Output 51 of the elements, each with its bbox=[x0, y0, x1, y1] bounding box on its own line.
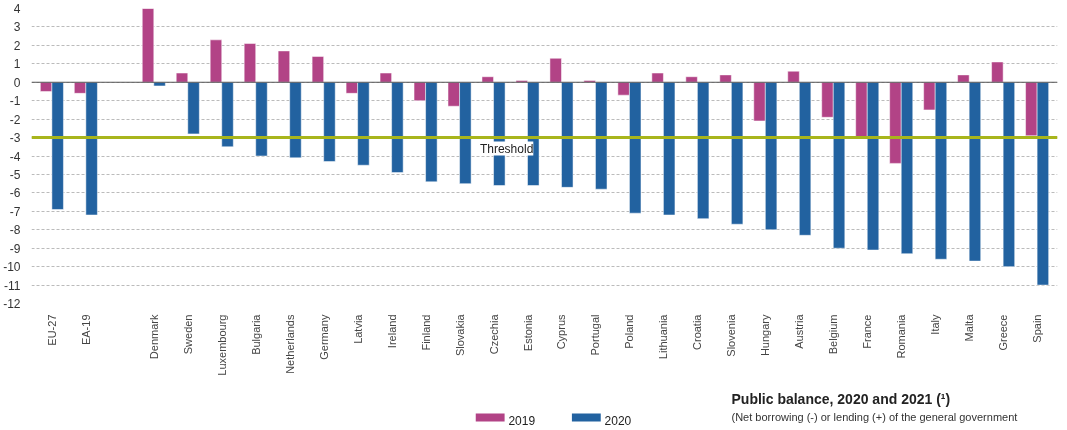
y-tick-label: -2 bbox=[9, 112, 21, 127]
x-tick-label: Romania bbox=[895, 313, 908, 359]
x-tick-label: Czechia bbox=[487, 313, 500, 355]
y-tick-label: 0 bbox=[13, 75, 21, 90]
x-tick-label: Belgium bbox=[827, 314, 840, 355]
x-tick-label: Spain bbox=[1031, 314, 1044, 343]
y-tick-label: -12 bbox=[3, 297, 21, 311]
legend-label: 2019 bbox=[508, 413, 536, 428]
x-tick-label: Ireland bbox=[385, 314, 398, 349]
y-tick-label: 3 bbox=[13, 20, 21, 35]
text: (Net borrowing (-) or lending (+) of the general government bbox=[731, 410, 1018, 423]
y-tick-label: -7 bbox=[9, 204, 21, 219]
x-tick-label: Hungary bbox=[759, 314, 772, 357]
y-tick-label: -10 bbox=[3, 260, 21, 275]
y-tick-label: -9 bbox=[9, 241, 21, 256]
y-tick-label: -11 bbox=[4, 278, 21, 293]
y-tick-label: -5 bbox=[9, 167, 21, 182]
x-tick-label: Finland bbox=[419, 314, 432, 351]
y-tick-label: -6 bbox=[9, 186, 21, 201]
x-tick-label: Slovenia bbox=[725, 313, 738, 357]
y-tick-label: -3 bbox=[9, 131, 21, 146]
y-tick-label: 2 bbox=[13, 38, 21, 53]
text: Public balance, 2020 and 2021 (¹) bbox=[731, 390, 951, 407]
y-tick-label: 1 bbox=[13, 57, 21, 72]
x-tick-label: EU-27 bbox=[45, 314, 58, 346]
x-tick-label: Greece bbox=[997, 314, 1010, 351]
x-tick-label: EA-19 bbox=[79, 314, 92, 346]
x-tick-label: Malta bbox=[963, 313, 976, 342]
x-tick-label: Austria bbox=[793, 313, 806, 349]
ref-line-label: Threshold bbox=[479, 141, 534, 156]
x-tick-label: France bbox=[861, 314, 874, 349]
x-tick-label: Netherlands bbox=[283, 314, 296, 374]
x-tick-label: Estonia bbox=[521, 313, 534, 352]
x-tick-label: Luxembourg bbox=[215, 314, 228, 376]
x-tick-label: Cyprus bbox=[555, 314, 568, 350]
x-tick-label: Slovakia bbox=[453, 313, 466, 357]
x-tick-label: Germany bbox=[317, 314, 330, 360]
y-tick-label: -8 bbox=[9, 223, 21, 238]
y-tick-label: -4 bbox=[9, 149, 21, 164]
y-tick-label: -1 bbox=[9, 94, 21, 109]
x-tick-label: Croatia bbox=[691, 313, 704, 350]
x-tick-label: Latvia bbox=[351, 313, 364, 344]
y-tick-label: 4 bbox=[13, 2, 21, 16]
legend-label: 2020 bbox=[604, 413, 632, 428]
x-tick-label: Denmark bbox=[147, 314, 160, 360]
x-tick-label: Lithuania bbox=[657, 313, 670, 360]
x-tick-label: Sweden bbox=[181, 314, 194, 355]
x-tick-label: Italy bbox=[929, 314, 942, 335]
x-tick-label: Poland bbox=[623, 314, 636, 349]
x-tick-label: Portugal bbox=[589, 314, 602, 356]
x-tick-label: Bulgaria bbox=[249, 313, 262, 355]
